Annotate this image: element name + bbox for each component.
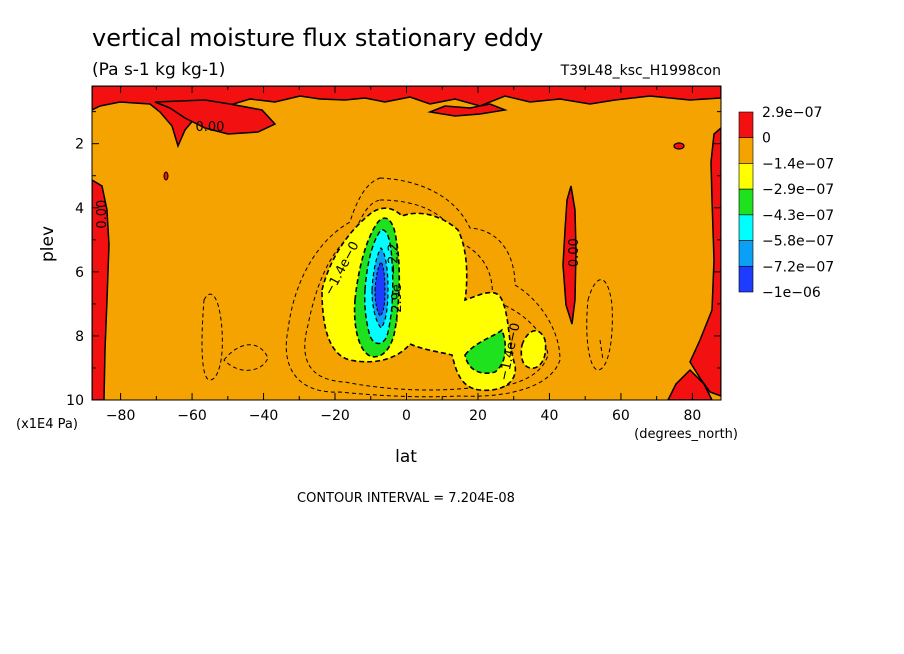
contour-label: −2.2 — [386, 243, 401, 275]
colorbar-swatch — [738, 137, 754, 164]
contour-label: 0.00 — [195, 120, 224, 135]
run-label: T39L48_ksc_H1998con — [560, 63, 721, 79]
colorbar: 2.9e−07 0 −1.4e−07 −2.9e−07 −4.3e−07 −5.8e−07… — [738, 105, 834, 301]
positive-region-small-75n — [673, 142, 685, 150]
y-tick-label: 10 — [66, 393, 84, 409]
y-tick-label: 4 — [75, 201, 84, 217]
y-axis: 2 4 6 8 10 — [66, 111, 721, 409]
x-tick-label: −40 — [249, 408, 279, 424]
contour-label: −2.9e — [390, 284, 405, 324]
y-tick-label: 2 — [75, 137, 84, 153]
colorbar-label: −2.9e−07 — [762, 182, 834, 198]
field-band-yellow-small — [520, 330, 547, 369]
x-axis-units: (degrees_north) — [634, 427, 738, 442]
x-tick-label: 40 — [541, 408, 559, 424]
x-axis-label: lat — [395, 447, 417, 467]
field-band-green-20n — [464, 328, 507, 374]
colorbar-swatch — [738, 163, 754, 190]
colorbar-swatch — [738, 214, 754, 241]
dashed-contours-weak — [201, 177, 613, 398]
y-tick-label: 6 — [75, 265, 84, 281]
colorbar-swatch — [738, 240, 754, 267]
x-tick-label: 20 — [469, 408, 487, 424]
colorbar-swatch — [738, 265, 754, 293]
positive-region-upper-mid — [154, 99, 277, 135]
positive-region-top-right — [427, 103, 508, 117]
x-axis: −80 −60 −40 −20 0 20 40 60 80 — [106, 86, 701, 424]
colorbar-label: −4.3e−07 — [762, 208, 834, 224]
y-tick-label: 8 — [75, 329, 84, 345]
contour-label: 0.00 — [567, 238, 582, 267]
colorbar-label: −1e−06 — [762, 285, 821, 301]
positive-region-right-edge — [689, 127, 721, 397]
y-axis-label: plev — [38, 226, 58, 262]
x-tick-label: 80 — [683, 408, 701, 424]
chart-title: vertical moisture flux stationary eddy — [92, 24, 543, 52]
colorbar-label: 2.9e−07 — [762, 105, 822, 121]
colorbar-swatch — [738, 111, 754, 139]
colorbar-label: −1.4e−07 — [762, 156, 834, 172]
positive-region-top — [92, 86, 721, 149]
field-band-blue — [374, 261, 386, 317]
colorbar-swatch — [738, 188, 754, 216]
plot-area — [92, 86, 721, 400]
y-axis-units: (x1E4 Pa) — [16, 417, 78, 432]
positive-region-dot — [163, 171, 169, 181]
contour-label: 0.00 — [95, 200, 110, 229]
positive-region-bottom-right — [667, 368, 713, 400]
positive-region-left-edge — [92, 179, 110, 400]
x-tick-label: −60 — [177, 408, 207, 424]
colorbar-label: −5.8e−07 — [762, 234, 834, 250]
chart-units: (Pa s-1 kg kg-1) — [92, 60, 225, 80]
positive-region-45n — [562, 185, 577, 325]
x-tick-label: 0 — [402, 408, 411, 424]
colorbar-label: −7.2e−07 — [762, 259, 834, 275]
x-tick-label: −20 — [320, 408, 350, 424]
colorbar-label: 0 — [762, 131, 771, 147]
x-tick-label: −80 — [106, 408, 136, 424]
x-tick-label: 60 — [612, 408, 630, 424]
contour-interval-text: CONTOUR INTERVAL = 7.204E-08 — [297, 491, 515, 506]
